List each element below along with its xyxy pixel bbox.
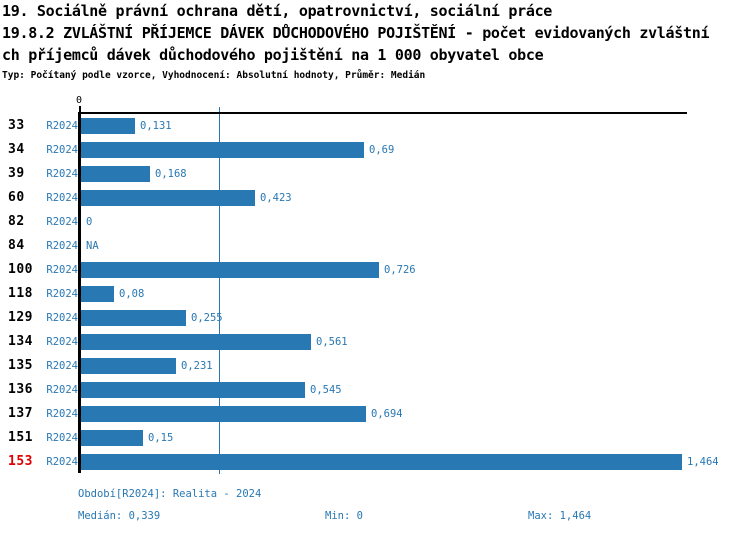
x-axis-zero-label: 0	[76, 95, 83, 106]
chart-row: 39 R2024 0,168	[0, 162, 750, 186]
report-title-line-1: 19. Sociálně právní ochrana dětí, opatro…	[2, 2, 553, 20]
category-label: 135	[8, 358, 33, 373]
bar	[81, 358, 176, 374]
value-label: NA	[86, 240, 99, 252]
x-axis-line	[80, 112, 687, 114]
category-label: 33	[8, 118, 25, 133]
bar-chart: 0 33 R2024 0,131 34 R2024 0,69 39 R2024 0,168 60 R…	[0, 95, 750, 474]
bar	[81, 190, 255, 206]
period-label: R2024	[46, 432, 78, 444]
period-label: R2024	[46, 360, 78, 372]
period-label: R2024	[46, 408, 78, 420]
value-label: 0	[86, 216, 93, 228]
period-label: R2024	[46, 456, 78, 468]
period-label: R2024	[46, 288, 78, 300]
chart-row: 60 R2024 0,423	[0, 186, 750, 210]
period-label: R2024	[46, 192, 78, 204]
period-label: R2024	[46, 168, 78, 180]
category-label: 60	[8, 190, 25, 205]
period-label: R2024	[46, 384, 78, 396]
category-label: 151	[8, 430, 33, 445]
footer-min: Min: 0	[325, 510, 363, 522]
bar	[81, 262, 379, 278]
chart-row: 84 R2024 NA	[0, 234, 750, 258]
x-axis-zero-tick	[79, 106, 81, 112]
report-meta-line: Typ: Počítaný podle vzorce, Vyhodnocení:…	[2, 70, 426, 81]
chart-row: 151 R2024 0,15	[0, 426, 750, 450]
period-label: R2024	[46, 264, 78, 276]
report-title-line-2: 19.8.2 ZVLÁŠTNÍ PŘÍJEMCE DÁVEK DŮCHODOVÉ…	[2, 24, 710, 42]
chart-row: 137 R2024 0,694	[0, 402, 750, 426]
value-label: 1,464	[687, 456, 719, 468]
period-label: R2024	[46, 144, 78, 156]
value-label: 0,131	[140, 120, 172, 132]
value-label: 0,545	[310, 384, 342, 396]
value-label: 0,231	[181, 360, 213, 372]
footer-median: Medián: 0,339	[78, 510, 161, 522]
bar	[81, 454, 682, 470]
period-label: R2024	[46, 336, 78, 348]
y-axis-line	[78, 112, 81, 473]
category-label: 129	[8, 310, 33, 325]
chart-row: 82 R2024 0	[0, 210, 750, 234]
value-label: 0,168	[155, 168, 187, 180]
chart-row: 34 R2024 0,69	[0, 138, 750, 162]
chart-row: 136 R2024 0,545	[0, 378, 750, 402]
category-label: 34	[8, 142, 25, 157]
category-label: 84	[8, 238, 25, 253]
footer-period: Období[R2024]: Realita - 2024	[78, 488, 262, 500]
value-label: 0,561	[316, 336, 348, 348]
bar	[81, 334, 311, 350]
chart-row: 134 R2024 0,561	[0, 330, 750, 354]
bar	[81, 430, 143, 446]
category-label: 136	[8, 382, 33, 397]
value-label: 0,15	[148, 432, 174, 444]
value-label: 0,423	[260, 192, 292, 204]
chart-row: 135 R2024 0,231	[0, 354, 750, 378]
period-label: R2024	[46, 312, 78, 324]
bar	[81, 142, 364, 158]
bar	[81, 118, 135, 134]
category-label: 82	[8, 214, 25, 229]
period-label: R2024	[46, 240, 78, 252]
bar	[81, 286, 114, 302]
chart-row: 129 R2024 0,255	[0, 306, 750, 330]
category-label: 118	[8, 286, 33, 301]
category-label: 137	[8, 406, 33, 421]
category-label: 153	[8, 454, 33, 469]
footer-max: Max: 1,464	[528, 510, 592, 522]
value-label: 0,08	[119, 288, 145, 300]
chart-row: 118 R2024 0,08	[0, 282, 750, 306]
median-line	[219, 107, 220, 474]
bar	[81, 406, 366, 422]
bar	[81, 166, 150, 182]
report-title-line-3: ch příjemců dávek důchodového pojištění …	[2, 46, 544, 64]
value-label: 0,69	[369, 144, 395, 156]
value-label: 0,255	[191, 312, 223, 324]
category-label: 39	[8, 166, 25, 181]
chart-row: 153 R2024 1,464	[0, 450, 750, 474]
value-label: 0,726	[384, 264, 416, 276]
category-label: 100	[8, 262, 33, 277]
chart-row: 33 R2024 0,131	[0, 114, 750, 138]
bar	[81, 382, 305, 398]
category-label: 134	[8, 334, 33, 349]
chart-row: 100 R2024 0,726	[0, 258, 750, 282]
bar	[81, 310, 186, 326]
period-label: R2024	[46, 216, 78, 228]
value-label: 0,694	[371, 408, 403, 420]
period-label: R2024	[46, 120, 78, 132]
